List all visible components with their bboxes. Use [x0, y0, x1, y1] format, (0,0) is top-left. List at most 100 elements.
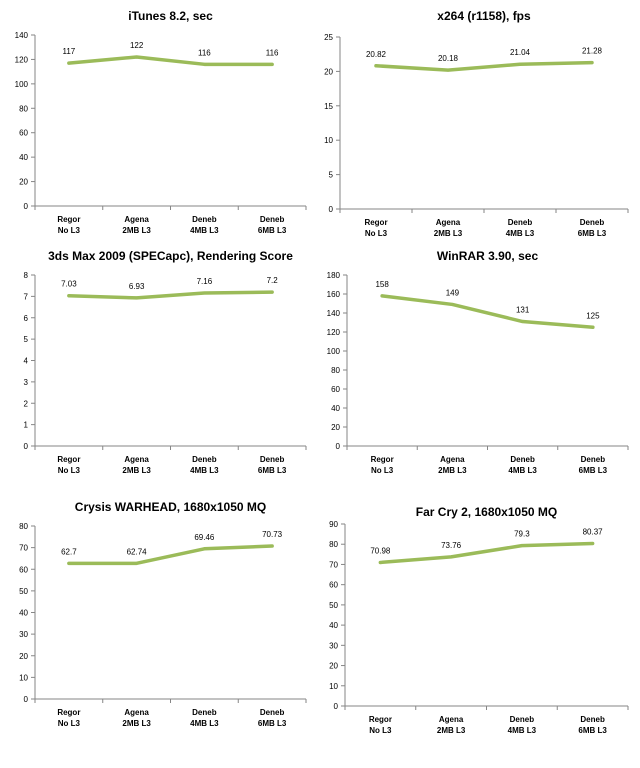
data-label: 7.03	[61, 280, 77, 289]
chart-title: WinRAR 3.90, sec	[437, 249, 539, 263]
x-category-label: 2MB L3	[437, 726, 466, 735]
y-tick-label: 140	[327, 309, 341, 318]
x-category-label: 6MB L3	[578, 726, 607, 735]
data-label: 158	[375, 280, 389, 289]
series-line	[67, 544, 274, 566]
chart-title: Far Cry 2, 1680x1050 MQ	[416, 505, 557, 519]
y-tick-label: 20	[19, 178, 28, 187]
x-category-label: Deneb	[508, 218, 533, 227]
x-category-label: Agena	[436, 218, 461, 227]
data-label: 21.04	[510, 48, 531, 57]
x-category-label: Agena	[124, 708, 149, 717]
y-tick-label: 30	[19, 630, 28, 639]
chart-svg: 3ds Max 2009 (SPECapc), Rendering Score 0…	[24, 249, 307, 475]
y-tick-label: 80	[19, 522, 28, 531]
y-tick-label: 60	[19, 565, 28, 574]
y-tick-label: 10	[329, 682, 338, 691]
data-point	[270, 290, 274, 294]
x-category-label: 4MB L3	[190, 719, 219, 728]
data-label: 62.74	[127, 547, 148, 556]
y-tick-label: 40	[19, 609, 28, 618]
x-category-label: 4MB L3	[508, 466, 537, 475]
data-point	[521, 320, 525, 324]
data-label: 70.73	[262, 530, 283, 539]
y-tick-label: 25	[324, 33, 333, 42]
y-tick-label: 140	[15, 31, 29, 40]
data-point	[135, 55, 139, 59]
x-category-label: 6MB L3	[258, 719, 287, 728]
data-point	[374, 64, 378, 68]
y-tick-label: 2	[24, 399, 29, 408]
data-point	[449, 555, 453, 559]
y-tick-label: 4	[24, 357, 29, 366]
y-tick-label: 30	[329, 641, 338, 650]
y-tick-label: 0	[24, 442, 29, 451]
x-category-label: Agena	[440, 455, 465, 464]
x-category-label: No L3	[58, 226, 81, 235]
y-tick-label: 8	[24, 271, 29, 280]
x-category-label: Agena	[439, 715, 464, 724]
x-category-label: No L3	[58, 719, 81, 728]
y-tick-label: 80	[19, 104, 28, 113]
data-label: 116	[266, 48, 279, 57]
x-category-label: Deneb	[581, 455, 606, 464]
x-category-label: Regor	[57, 708, 80, 717]
x-category-label: Regor	[371, 455, 394, 464]
x-category-label: Deneb	[580, 218, 605, 227]
x-category-label: Regor	[364, 218, 387, 227]
x-category-label: Agena	[124, 215, 149, 224]
data-point	[270, 62, 274, 66]
data-point	[591, 325, 595, 329]
y-tick-label: 40	[331, 404, 340, 413]
y-tick-label: 6	[24, 314, 29, 323]
data-point	[135, 561, 139, 565]
y-tick-label: 120	[15, 55, 29, 64]
y-tick-label: 5	[24, 335, 29, 344]
y-tick-label: 0	[24, 202, 29, 211]
x-category-label: Regor	[57, 215, 80, 224]
data-point	[590, 61, 594, 65]
chart-crysis: Crysis WARHEAD, 1680x1050 MQ 0 10 20 30 40 50 6…	[0, 495, 320, 755]
y-tick-label: 20	[329, 662, 338, 671]
y-tick-label: 1	[24, 421, 29, 430]
chart-3dsmax: 3ds Max 2009 (SPECapc), Rendering Score 0…	[0, 245, 320, 490]
y-tick-label: 0	[334, 702, 339, 711]
x-category-label: 2MB L3	[122, 226, 151, 235]
data-label: 122	[130, 41, 144, 50]
chart-svg: Far Cry 2, 1680x1050 MQ 0 10 20 30 40 50 60 70 80…	[329, 505, 629, 735]
data-label: 149	[446, 288, 460, 297]
y-tick-label: 180	[327, 271, 341, 280]
series-line	[378, 541, 595, 565]
y-tick-label: 20	[324, 67, 333, 76]
data-label: 6.93	[129, 282, 145, 291]
y-tick-label: 40	[329, 621, 338, 630]
y-tick-label: 0	[336, 442, 341, 451]
x-category-label: 4MB L3	[506, 229, 535, 238]
data-label: 69.46	[194, 533, 215, 542]
y-tick-label: 20	[19, 652, 28, 661]
x-category-label: 2MB L3	[122, 466, 151, 475]
y-tick-label: 7	[24, 292, 29, 301]
chart-x264: x264 (r1158), fps 0 5 10 15 20 25 Regor No L3 Age…	[320, 0, 640, 245]
chart-title: iTunes 8.2, sec	[128, 9, 213, 23]
y-tick-label: 70	[19, 544, 28, 553]
x-category-label: No L3	[58, 466, 81, 475]
chart-title: 3ds Max 2009 (SPECapc), Rendering Score	[48, 249, 293, 263]
y-tick-label: 20	[331, 423, 340, 432]
x-category-label: Regor	[369, 715, 392, 724]
data-point	[450, 302, 454, 306]
x-category-label: Deneb	[260, 708, 285, 717]
data-point	[378, 560, 382, 564]
data-point	[518, 62, 522, 66]
data-point	[67, 561, 71, 565]
x-category-label: No L3	[369, 726, 392, 735]
chart-svg: x264 (r1158), fps 0 5 10 15 20 25 Regor No L3 Age…	[324, 9, 629, 238]
y-tick-label: 10	[19, 673, 28, 682]
chart-title: x264 (r1158), fps	[437, 9, 531, 23]
y-tick-label: 15	[324, 102, 333, 111]
y-tick-label: 10	[324, 136, 333, 145]
x-category-label: Regor	[57, 455, 80, 464]
x-category-label: Deneb	[260, 455, 285, 464]
y-tick-label: 3	[24, 378, 29, 387]
data-point	[380, 294, 384, 298]
